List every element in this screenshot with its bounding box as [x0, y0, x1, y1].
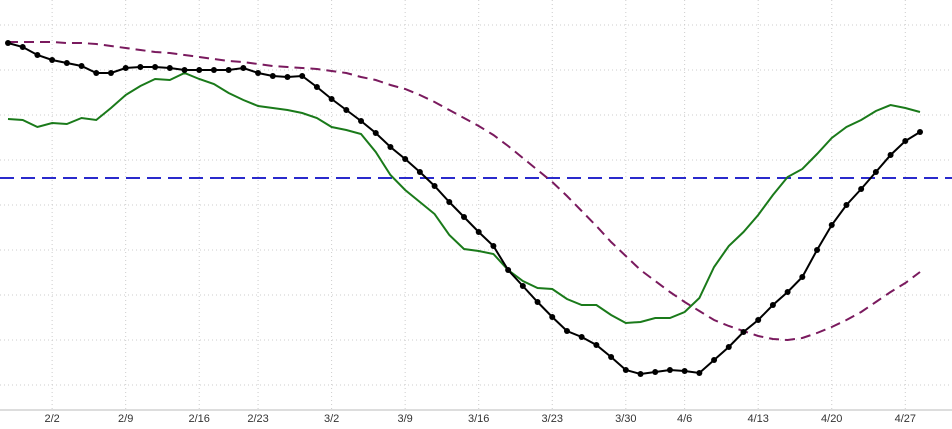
point — [34, 52, 41, 58]
point — [93, 70, 100, 76]
point — [696, 370, 703, 376]
x-tick-label: 4/27 — [895, 413, 916, 425]
point — [299, 73, 306, 79]
point — [593, 342, 600, 348]
point — [372, 130, 379, 136]
x-tick-label: 2/2 — [44, 413, 59, 425]
point — [666, 367, 673, 373]
point — [622, 367, 629, 373]
point — [461, 214, 467, 220]
point — [166, 65, 173, 71]
point — [431, 183, 438, 189]
point — [122, 65, 129, 71]
point — [343, 107, 350, 113]
point — [902, 138, 909, 144]
x-tick-label: 3/16 — [468, 413, 489, 425]
point — [578, 334, 585, 340]
point — [534, 299, 541, 305]
point — [872, 169, 879, 175]
point — [313, 84, 320, 90]
point — [519, 283, 526, 289]
point — [475, 229, 482, 235]
point — [446, 199, 453, 205]
x-tick-label: 2/23 — [247, 413, 268, 425]
point — [152, 64, 159, 70]
point — [5, 40, 11, 46]
point — [196, 67, 203, 73]
x-tick-label: 3/30 — [615, 413, 636, 425]
x-tick-label: 4/20 — [821, 413, 842, 425]
point — [490, 243, 497, 249]
point — [269, 73, 276, 79]
point — [740, 329, 747, 335]
point — [284, 74, 291, 80]
point — [137, 64, 144, 70]
point — [549, 314, 556, 320]
x-tick-label: 4/6 — [677, 413, 692, 425]
point — [225, 67, 232, 73]
point — [255, 70, 262, 76]
point — [210, 67, 217, 73]
point — [49, 57, 56, 63]
point — [181, 67, 188, 73]
point — [358, 118, 365, 124]
series-line — [7, 42, 921, 376]
point — [769, 302, 776, 308]
x-tick-label: 4/13 — [747, 413, 768, 425]
point — [402, 156, 409, 162]
point — [505, 267, 512, 273]
x-tick-label: 2/16 — [189, 413, 210, 425]
point — [563, 328, 570, 334]
x-tick-label: 3/2 — [324, 413, 339, 425]
point — [328, 96, 335, 102]
point — [681, 368, 688, 374]
point — [19, 44, 26, 50]
x-tick-label: 2/9 — [118, 413, 133, 425]
point — [240, 65, 247, 71]
point — [887, 152, 894, 158]
x-tick-label: 3/9 — [398, 413, 413, 425]
point — [814, 247, 821, 253]
point — [63, 60, 70, 66]
series-line — [8, 41, 921, 342]
point — [652, 369, 659, 375]
point — [858, 186, 865, 192]
point — [755, 317, 762, 323]
point — [711, 357, 718, 363]
point — [843, 202, 850, 208]
series-line — [7, 71, 921, 325]
point — [799, 274, 806, 280]
point — [416, 169, 423, 175]
point — [107, 70, 114, 76]
point — [608, 354, 615, 360]
point — [387, 144, 394, 150]
point — [828, 222, 835, 228]
point — [784, 289, 791, 295]
x-tick-label: 3/23 — [542, 413, 563, 425]
point — [725, 344, 732, 350]
point — [637, 371, 644, 377]
point — [78, 63, 85, 69]
point — [917, 129, 923, 135]
